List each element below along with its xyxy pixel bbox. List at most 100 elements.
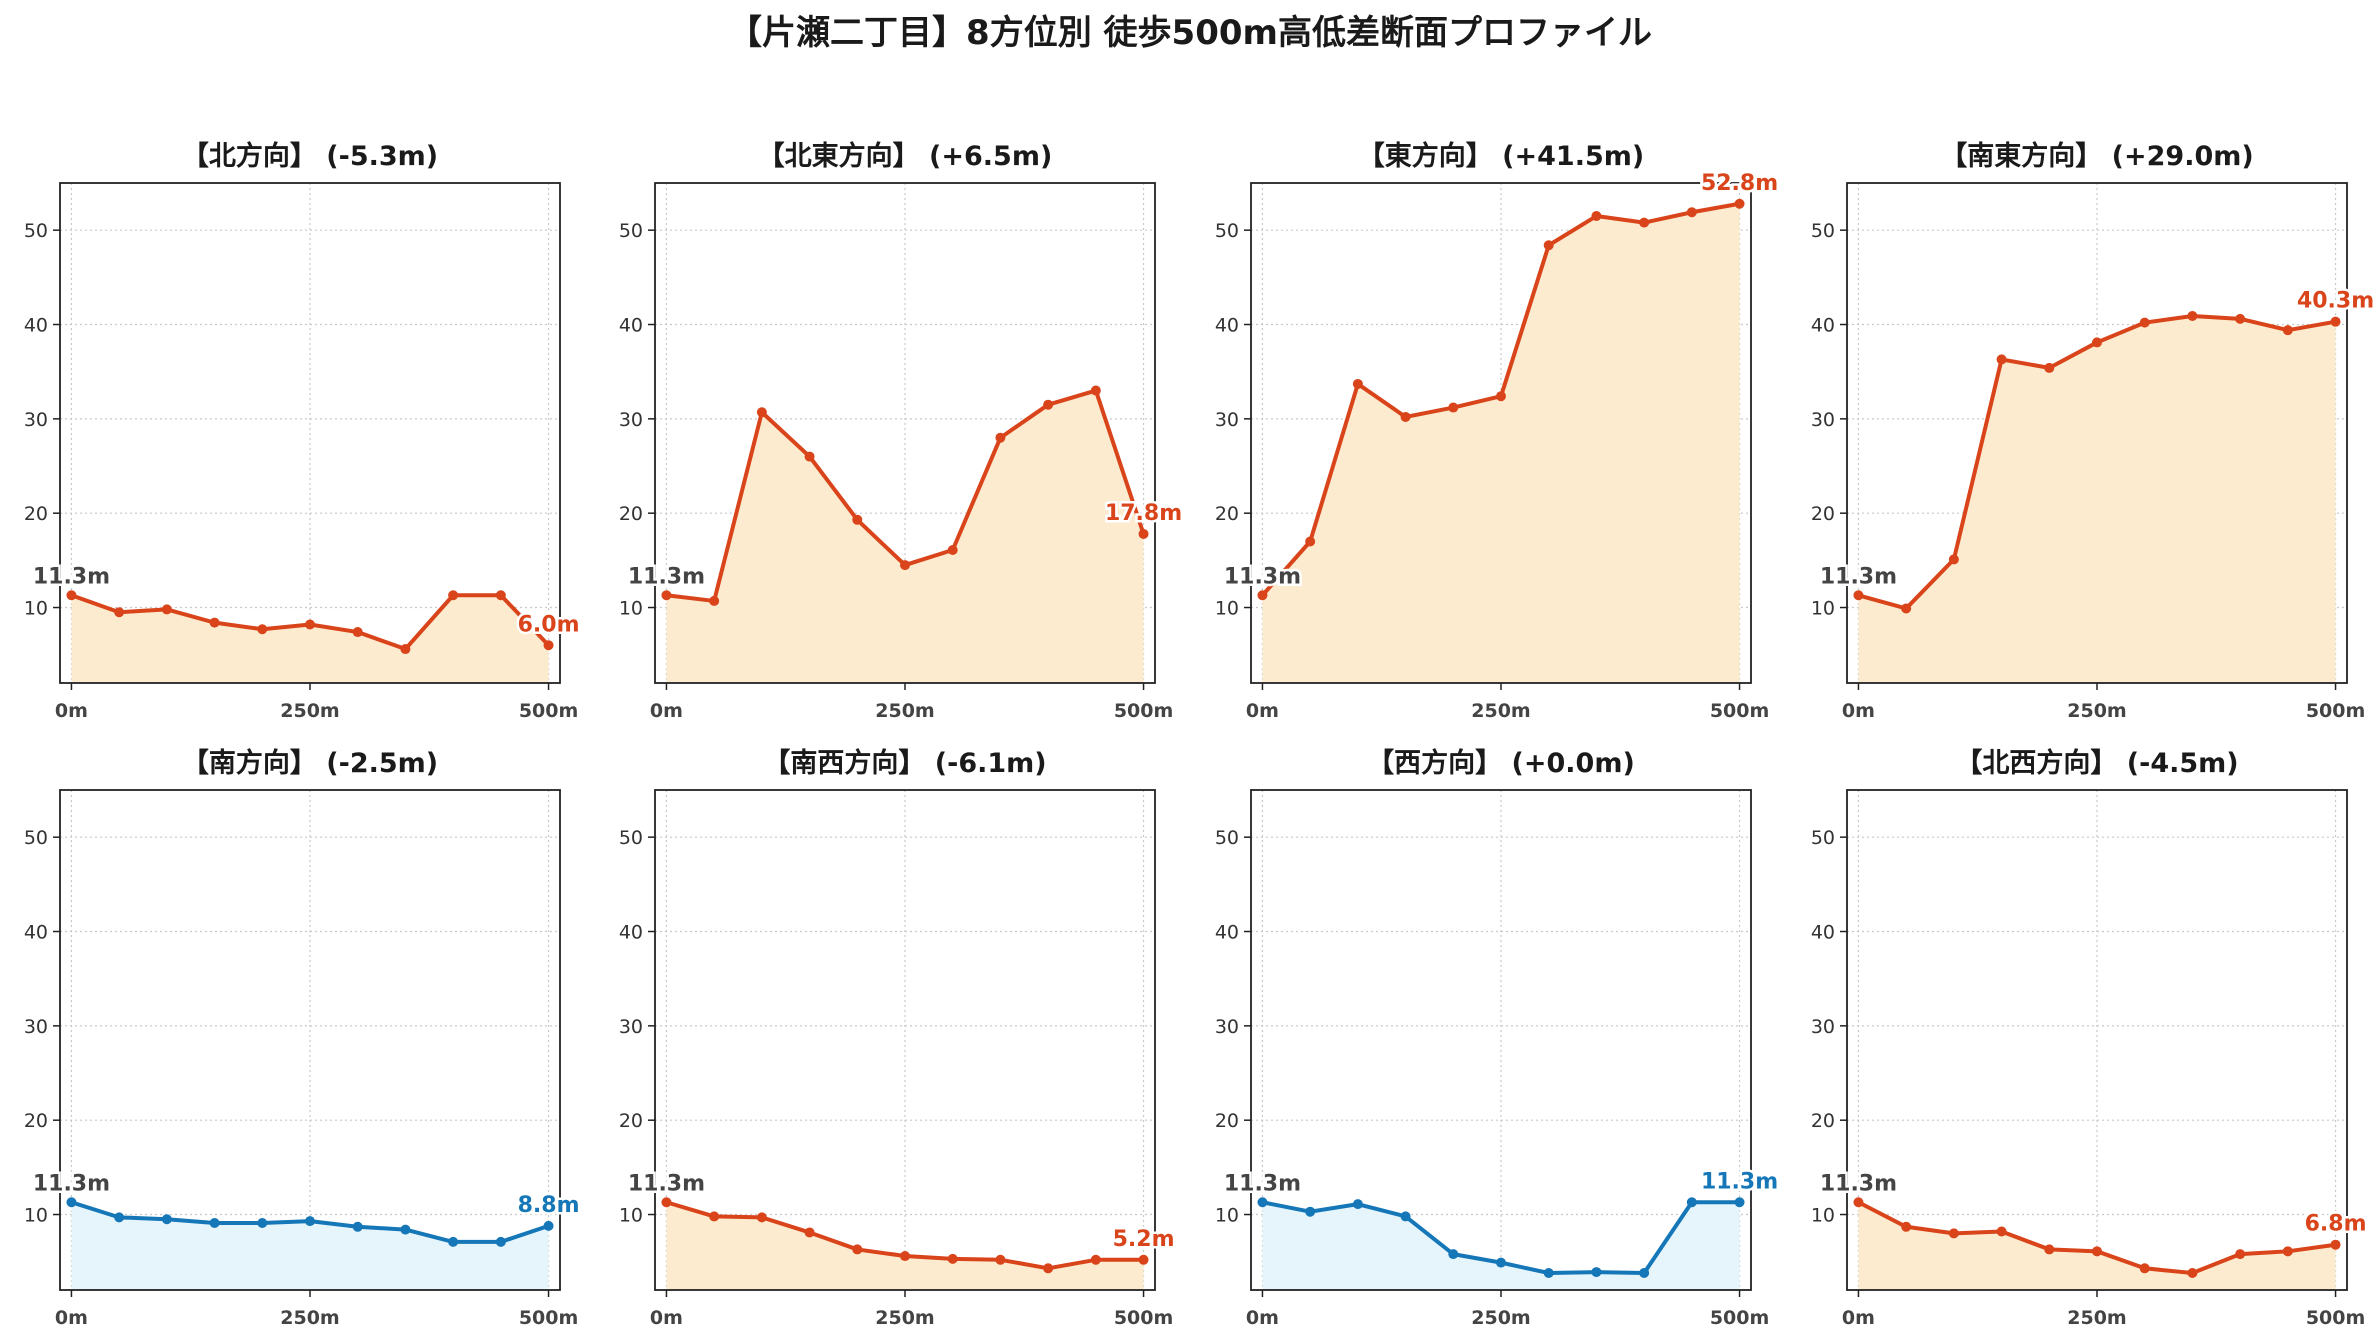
- elevation-point: [1996, 354, 2007, 365]
- elevation-point: [543, 1220, 554, 1231]
- elevation-point: [209, 1218, 220, 1229]
- elevation-point: [2282, 325, 2293, 336]
- panel-title: 【北方向】 (-5.3m): [182, 140, 438, 172]
- x-tick-label: 250m: [280, 1307, 339, 1329]
- elevation-point: [1686, 1197, 1697, 1208]
- elevation-point: [1996, 1226, 2007, 1237]
- x-tick-label: 250m: [280, 700, 339, 722]
- y-tick-label: 10: [619, 1205, 643, 1227]
- elevation-area: [1858, 1202, 2336, 1290]
- y-tick-label: 30: [24, 1016, 48, 1038]
- elevation-point: [1591, 1267, 1602, 1278]
- y-tick-label: 30: [24, 409, 48, 431]
- x-tick-label: 500m: [2306, 1307, 2365, 1329]
- elevation-point: [1043, 399, 1054, 410]
- elevation-point: [1090, 1254, 1101, 1265]
- y-tick-label: 30: [619, 1016, 643, 1038]
- elevation-point: [1352, 378, 1363, 389]
- y-tick-label: 50: [1215, 220, 1239, 242]
- y-tick-label: 40: [619, 922, 643, 944]
- elevation-point: [2139, 1263, 2150, 1274]
- panel-title: 【西方向】 (+0.0m): [1367, 747, 1635, 779]
- elevation-point: [900, 560, 910, 571]
- x-tick-label: 0m: [55, 700, 88, 722]
- x-tick-label: 250m: [875, 700, 934, 722]
- y-tick-label: 10: [1215, 1205, 1239, 1227]
- elevation-point: [1639, 217, 1650, 228]
- figure-title: 【片瀬二丁目】8方位別 徒歩500m高低差断面プロファイル: [728, 13, 1652, 53]
- elevation-point: [543, 640, 554, 651]
- y-tick-label: 30: [619, 409, 643, 431]
- y-tick-label: 50: [619, 220, 643, 242]
- y-tick-label: 20: [1215, 1110, 1239, 1132]
- elevation-point: [2187, 1268, 2198, 1279]
- x-tick-label: 250m: [875, 1307, 934, 1329]
- elevation-point: [257, 624, 268, 635]
- y-tick-label: 30: [1215, 1016, 1239, 1038]
- y-tick-label: 20: [24, 1110, 48, 1132]
- elevation-point: [1448, 402, 1459, 413]
- elevation-point: [709, 595, 720, 606]
- elevation-point: [114, 1212, 125, 1223]
- elevation-point: [2187, 311, 2198, 322]
- y-tick-label: 10: [24, 1205, 48, 1227]
- elevation-point: [1853, 1197, 1864, 1208]
- y-tick-label: 40: [1215, 315, 1239, 337]
- x-tick-label: 0m: [1842, 1307, 1875, 1329]
- elevation-point: [1305, 1206, 1316, 1217]
- y-tick-label: 30: [1811, 409, 1835, 431]
- panel-title: 【北東方向】 (+6.5m): [758, 140, 1053, 172]
- x-tick-label: 500m: [519, 700, 578, 722]
- elevation-point: [1138, 528, 1149, 539]
- y-tick-label: 20: [24, 503, 48, 525]
- elevation-point: [1448, 1249, 1459, 1260]
- y-tick-label: 30: [1215, 409, 1239, 431]
- start-elevation-label: 11.3m: [1224, 1171, 1301, 1196]
- elevation-point: [305, 1216, 315, 1227]
- y-tick-label: 40: [24, 315, 48, 337]
- elevation-point: [257, 1218, 268, 1229]
- elevation-point: [1400, 1211, 1411, 1222]
- elevation-point: [661, 590, 672, 601]
- start-elevation-label: 11.3m: [33, 564, 110, 589]
- y-tick-label: 10: [24, 598, 48, 620]
- y-tick-label: 20: [1811, 503, 1835, 525]
- elevation-point: [495, 1236, 506, 1247]
- elevation-point: [2330, 1239, 2341, 1250]
- elevation-point: [448, 1236, 459, 1247]
- start-elevation-label: 11.3m: [628, 564, 705, 589]
- elevation-point: [1400, 411, 1411, 422]
- elevation-point: [2139, 317, 2150, 328]
- elevation-point: [947, 544, 958, 555]
- x-tick-label: 0m: [55, 1307, 88, 1329]
- elevation-point: [1901, 603, 1912, 614]
- elevation-point: [756, 1212, 767, 1223]
- elevation-point: [1686, 207, 1697, 218]
- elevation-point: [709, 1211, 720, 1222]
- x-tick-label: 0m: [650, 700, 683, 722]
- x-tick-label: 250m: [1471, 700, 1530, 722]
- elevation-point: [495, 590, 506, 601]
- y-tick-label: 20: [1215, 503, 1239, 525]
- elevation-point: [448, 590, 459, 601]
- end-elevation-label: 5.2m: [1113, 1227, 1175, 1252]
- elevation-point: [2330, 316, 2341, 327]
- elevation-point: [352, 1221, 363, 1232]
- elevation-area: [1858, 316, 2336, 683]
- y-tick-label: 50: [24, 220, 48, 242]
- elevation-point: [114, 607, 125, 618]
- elevation-point: [400, 644, 411, 655]
- elevation-point: [804, 1227, 815, 1238]
- start-elevation-label: 11.3m: [1224, 564, 1301, 589]
- elevation-point: [1948, 1228, 1959, 1239]
- y-tick-label: 10: [1811, 1205, 1835, 1227]
- elevation-point: [1901, 1221, 1912, 1232]
- elevation-point: [1591, 211, 1602, 222]
- y-tick-label: 50: [619, 827, 643, 849]
